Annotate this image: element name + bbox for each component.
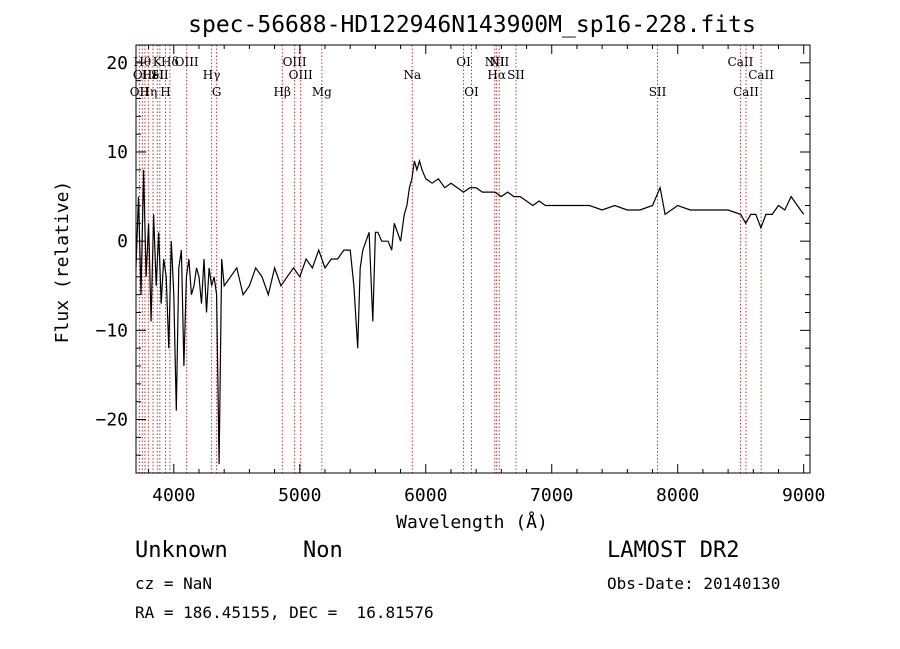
marker-label-0: OII (130, 85, 150, 99)
y-axis-ticks: −20 −10 0 10 20 (95, 44, 810, 456)
obs-date-label: Obs-Date: 20140130 (607, 574, 781, 593)
marker-label-11: G (212, 85, 222, 99)
class-label: Unknown (135, 538, 228, 563)
marker-label-6: SII (151, 68, 169, 82)
x-tick-label: 8000 (656, 485, 699, 506)
marker-label-20: Hα (487, 68, 506, 82)
x-tick-label: 5000 (278, 485, 321, 506)
redshift-label: cz = NaN (135, 574, 213, 593)
x-tick-label: 6000 (404, 485, 447, 506)
y-tick-label: 10 (106, 142, 128, 163)
coordinates-label: RA = 186.45155, DEC = 16.81576 (135, 603, 434, 622)
marker-label-15: Mg (312, 85, 332, 99)
spectrum-line (135, 158, 805, 465)
marker-label-14: OIII (289, 68, 313, 82)
marker-label-13: OIII (283, 55, 307, 69)
marker-label-2: OIII (133, 68, 157, 82)
x-axis-label: Wavelength (Å) (396, 511, 548, 533)
y-axis-label: Flux (relative) (52, 181, 73, 344)
plot-frame (135, 44, 811, 474)
marker-label-23: SII (649, 85, 667, 99)
y-tick-label: −10 (95, 320, 128, 341)
marker-label-7: H (160, 85, 170, 99)
marker-label-4: HeI (142, 68, 165, 82)
marker-label-16: Na (403, 68, 421, 82)
subclass-label: Non (303, 538, 343, 563)
y-tick-label: −20 (95, 410, 128, 431)
marker-label-26: CaII (748, 68, 774, 82)
marker-label-18: OI (464, 85, 479, 99)
marker-label-8: Hδ (161, 55, 179, 69)
x-tick-label: 9000 (782, 485, 825, 506)
marker-label-10: Hγ (203, 68, 221, 82)
survey-label: LAMOST DR2 (607, 538, 740, 563)
y-tick-label: 20 (106, 53, 128, 74)
marker-label-9: OIII (175, 55, 199, 69)
x-tick-label: 7000 (530, 485, 573, 506)
marker-label-12: Hβ (274, 85, 291, 99)
marker-label-17: OI (456, 55, 471, 69)
marker-label-1: Hθ (133, 55, 151, 69)
marker-label-21: NII (489, 55, 509, 69)
marker-label-5: K (153, 55, 163, 69)
marker-label-25: CaII (733, 85, 759, 99)
chart-title: spec-56688-HD122946N143900M_sp16-228.fit… (188, 12, 756, 38)
y-tick-label: 0 (117, 231, 128, 252)
marker-label-24: CaII (728, 55, 754, 69)
x-tick-label: 4000 (152, 485, 195, 506)
x-axis-ticks: 4000 5000 6000 7000 8000 9000 (148, 45, 825, 506)
marker-label-22: SII (507, 68, 525, 82)
marker-label-19: NII (485, 55, 505, 69)
marker-label-3: Hη (140, 85, 158, 99)
